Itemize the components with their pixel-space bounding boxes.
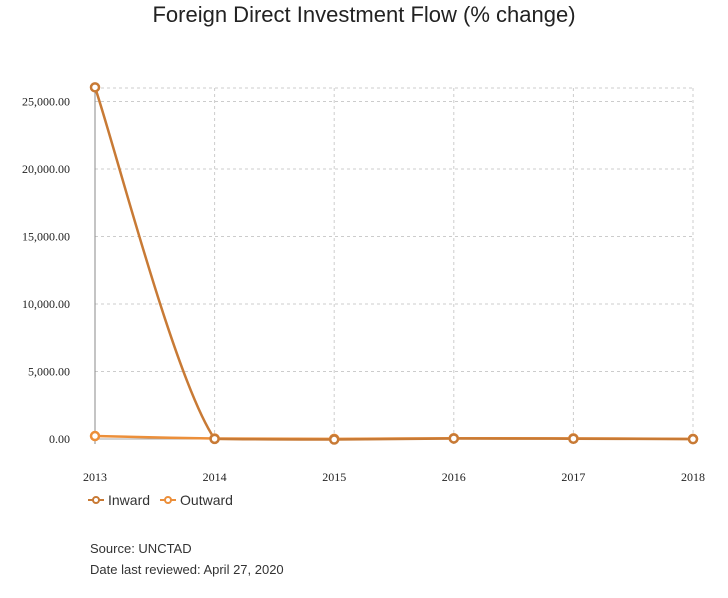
series-line-inward bbox=[93, 86, 694, 441]
y-tick-label: 10,000.00 bbox=[22, 297, 70, 311]
axes bbox=[94, 88, 694, 444]
y-tick-label: 5,000.00 bbox=[28, 365, 70, 379]
x-tick-label: 2013 bbox=[83, 470, 107, 484]
data-point-inward[interactable] bbox=[448, 433, 460, 444]
legend-marker-icon bbox=[160, 495, 177, 505]
x-tick-label: 2014 bbox=[203, 470, 227, 484]
date-reviewed-text: Date last reviewed: April 27, 2020 bbox=[90, 562, 284, 577]
data-point-inward[interactable] bbox=[568, 433, 579, 444]
chart-title: Foreign Direct Investment Flow (% change… bbox=[152, 2, 576, 27]
data-point-inward[interactable] bbox=[328, 434, 340, 445]
data-point-outward[interactable] bbox=[89, 430, 101, 442]
y-tick-label: 25,000.00 bbox=[22, 95, 70, 109]
legend-label: Outward bbox=[180, 492, 233, 508]
data-point-inward[interactable] bbox=[89, 82, 101, 93]
x-tick-label: 2017 bbox=[561, 470, 585, 484]
series-points[interactable] bbox=[89, 82, 699, 445]
y-tick-label: 0.00 bbox=[49, 432, 70, 446]
source-text: Source: UNCTAD bbox=[90, 541, 192, 556]
gridlines bbox=[94, 87, 694, 440]
x-tick-label: 2018 bbox=[681, 470, 705, 484]
y-tick-labels: 0.00 5,000.00 10,000.00 15,000.00 20,000.00 2… bbox=[22, 95, 70, 447]
legend-marker-icon bbox=[88, 495, 104, 505]
x-tick-labels: 2013 2014 2015 2016 2017 2018 bbox=[83, 470, 705, 484]
y-tick-label: 15,000.00 bbox=[22, 230, 70, 244]
legend: Inward Outward bbox=[88, 492, 233, 508]
series-lines bbox=[93, 86, 694, 441]
data-point-inward[interactable] bbox=[209, 433, 220, 445]
legend-item-outward[interactable]: Outward bbox=[160, 492, 233, 508]
data-point-inward[interactable] bbox=[687, 433, 699, 445]
x-tick-label: 2015 bbox=[322, 470, 346, 484]
legend-label: Inward bbox=[108, 492, 151, 508]
y-tick-label: 20,000.00 bbox=[22, 162, 70, 176]
x-tick-label: 2016 bbox=[442, 470, 466, 484]
chart-footer: Source: UNCTAD Date last reviewed: April… bbox=[90, 538, 284, 580]
legend-item-inward[interactable]: Inward bbox=[88, 492, 150, 508]
